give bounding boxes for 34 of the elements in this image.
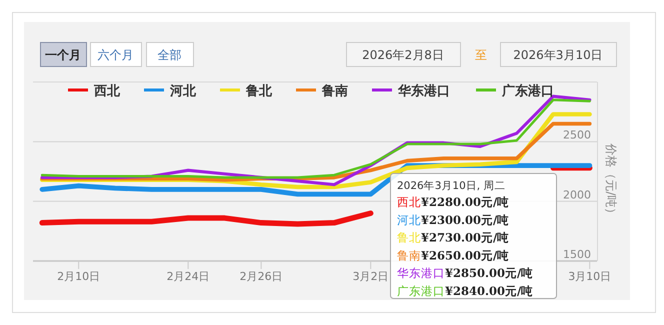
x-tick-label: 2月10日	[57, 270, 100, 283]
annotation: ¥2300.00元/吨	[421, 212, 510, 227]
text: 鲁北	[397, 230, 421, 245]
x-tick-label: 2月24日	[166, 270, 210, 283]
legend-label: 西北	[93, 84, 121, 99]
annotation: 2026年3月10日, 周二	[397, 180, 506, 192]
text: 华东港口	[397, 266, 445, 280]
text: 河北	[397, 212, 421, 227]
text: 2026年2月8日	[362, 48, 444, 62]
text: 六个月	[98, 48, 134, 62]
y-axis-title: 价格（元/吨）	[604, 142, 618, 220]
text: 2026年3月10日	[513, 48, 603, 62]
legend-label: 华东港口	[397, 83, 450, 99]
x-tick-label: 3月2日	[352, 270, 389, 283]
text: 西北	[397, 195, 421, 209]
y-tick-label: 2000	[563, 188, 591, 202]
annotation: ¥2650.00元/吨	[421, 248, 510, 262]
annotation: ¥2280.00元/吨	[421, 195, 510, 209]
text: 鲁南	[397, 248, 421, 262]
legend-label: 鲁南	[321, 83, 348, 99]
annotation: ¥2730.00元/吨	[421, 230, 510, 245]
text: 广东港口	[397, 284, 445, 298]
x-tick-label: 3月10日	[568, 270, 612, 283]
text: 一个月	[45, 48, 81, 62]
y-tick-label: 2500	[563, 128, 591, 142]
legend-label: 广东港口	[501, 83, 554, 99]
text: ¥2840.00元/吨	[445, 284, 534, 298]
legend-label: 河北	[169, 84, 197, 99]
x-tick-label: 2月26日	[240, 270, 283, 283]
y-tick-label: 1500	[563, 248, 591, 261]
text: 全部	[158, 48, 182, 62]
text: ¥2850.00元/吨	[445, 266, 534, 280]
text: 至	[475, 48, 487, 62]
legend-label: 鲁北	[245, 83, 273, 99]
